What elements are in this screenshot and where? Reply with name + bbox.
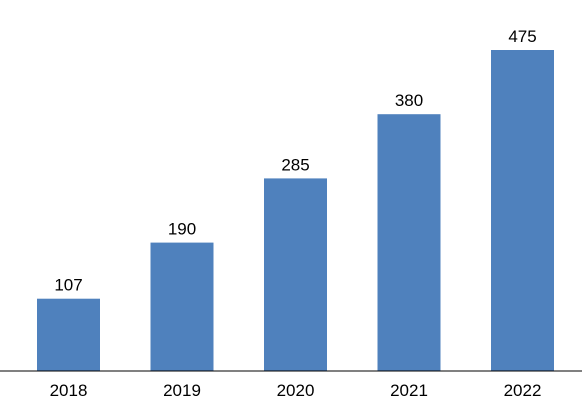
data-label-2021: 380 — [395, 91, 423, 110]
bar-2022 — [491, 50, 554, 371]
bar-2018 — [37, 298, 100, 371]
x-tick-label-2018: 2018 — [50, 381, 88, 400]
bars-group — [37, 50, 554, 371]
x-tick-labels-group: 2018 2019 2020 2021 2022 — [50, 381, 542, 400]
data-label-2020: 285 — [281, 155, 309, 174]
bar-2019 — [150, 242, 214, 371]
x-tick-label-2020: 2020 — [277, 381, 315, 400]
x-tick-label-2019: 2019 — [163, 381, 201, 400]
bar-2020 — [264, 178, 327, 371]
bar-2021 — [377, 114, 441, 371]
data-labels-group: 107 190 285 380 475 — [54, 27, 536, 295]
x-tick-label-2021: 2021 — [390, 381, 428, 400]
x-tick-label-2022: 2022 — [504, 381, 542, 400]
data-label-2019: 190 — [168, 220, 196, 239]
data-label-2018: 107 — [54, 276, 82, 295]
data-label-2022: 475 — [508, 27, 536, 46]
